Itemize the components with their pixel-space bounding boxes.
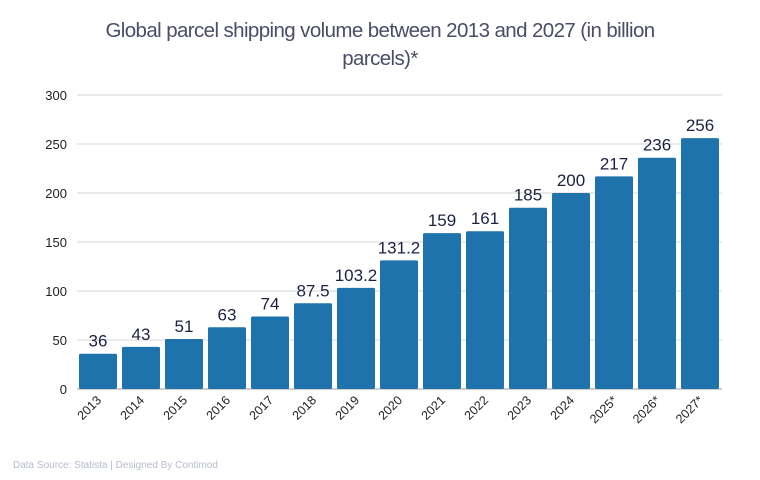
y-tick-label: 300 (45, 88, 67, 103)
data-label: 63 (218, 305, 237, 324)
x-tick-label: 2025* (587, 393, 620, 426)
data-label: 43 (132, 325, 151, 344)
bar (122, 346, 160, 389)
x-tick-label: 2018 (290, 393, 320, 423)
x-tick-label: 2027* (673, 393, 706, 426)
x-tick-label: 2020 (376, 393, 406, 423)
bar (337, 287, 375, 389)
data-label: 103.2 (335, 266, 378, 285)
x-tick-label: 2013 (75, 393, 105, 423)
data-label: 131.2 (378, 238, 421, 257)
data-label: 159 (428, 211, 456, 230)
y-tick-label: 250 (45, 137, 67, 152)
data-label: 217 (600, 154, 628, 173)
y-tick-label: 0 (60, 382, 67, 397)
x-tick-label: 2014 (118, 393, 148, 423)
data-label: 161 (471, 209, 499, 228)
x-tick-label: 2019 (333, 393, 363, 423)
data-label: 256 (686, 116, 714, 135)
bar (595, 176, 633, 389)
data-label: 51 (175, 317, 194, 336)
bar (509, 207, 547, 389)
bar (294, 303, 332, 389)
x-tick-label: 2026* (630, 393, 663, 426)
y-tick-label: 150 (45, 235, 67, 250)
x-tick-label: 2016 (204, 393, 234, 423)
x-tick-label: 2021 (419, 393, 449, 423)
bar (251, 316, 289, 389)
bar (466, 231, 504, 389)
bar (681, 138, 719, 389)
data-source-footer: Data Source: Statista | Designed By Cont… (13, 460, 218, 471)
bar (165, 339, 203, 389)
data-label: 236 (643, 136, 671, 155)
x-tick-label: 2022 (462, 393, 492, 423)
y-tick-label: 50 (53, 333, 67, 348)
bar (208, 327, 246, 389)
chart-title: Global parcel shipping volume between 20… (105, 19, 655, 70)
bar (79, 353, 117, 389)
x-tick-label: 2017 (247, 393, 277, 423)
data-label: 74 (261, 294, 280, 313)
data-label: 200 (557, 171, 585, 190)
x-tick-label: 2015 (161, 393, 191, 423)
data-label: 185 (514, 186, 542, 205)
x-tick-label: 2023 (505, 393, 535, 423)
y-tick-label: 200 (45, 186, 67, 201)
bar (552, 193, 590, 389)
bar (423, 233, 461, 389)
x-tick-label: 2024 (548, 393, 578, 423)
bar (380, 260, 418, 389)
y-tick-label: 100 (45, 284, 67, 299)
bar (638, 157, 676, 389)
data-label: 87.5 (296, 281, 329, 300)
data-label: 36 (89, 332, 108, 351)
